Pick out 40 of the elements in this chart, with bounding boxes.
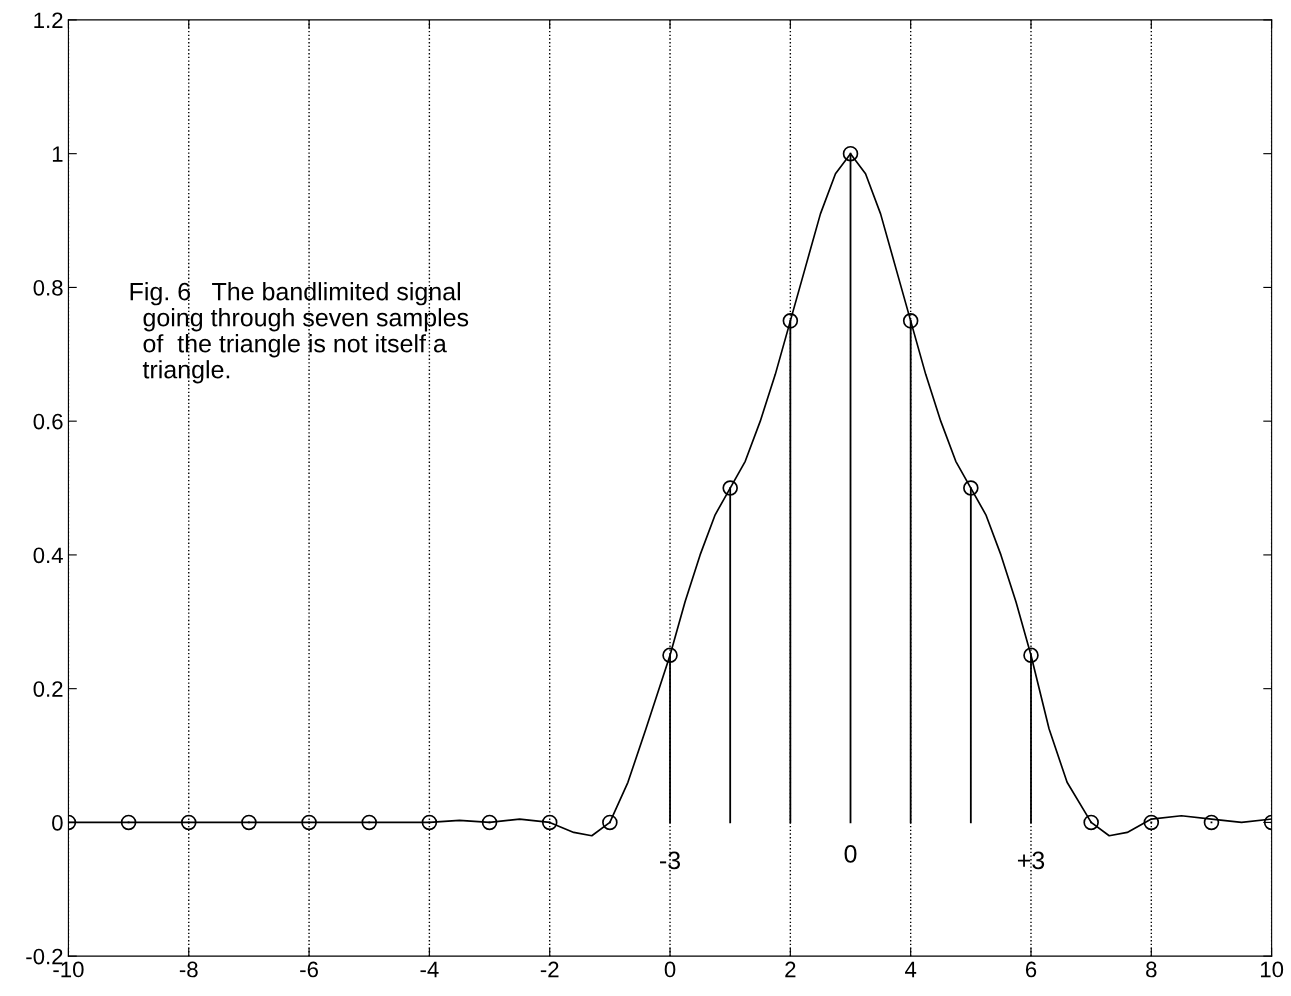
y-tick-label: 1.2: [34, 12, 63, 28]
annotation: +3: [1017, 851, 1045, 870]
point: [120, 814, 137, 831]
point: [722, 480, 738, 496]
point: [541, 814, 558, 831]
point: [361, 814, 378, 831]
point: [602, 814, 618, 831]
point: [301, 814, 317, 831]
x-tick-label: 6: [1025, 961, 1037, 978]
y-tick-label: 1: [52, 146, 63, 162]
x-tick-label: 4: [905, 961, 917, 978]
point: [481, 814, 498, 831]
point: [241, 814, 257, 831]
y-tick-label: 0: [52, 814, 63, 831]
x-tick-label: 8: [1146, 961, 1157, 978]
point: [1143, 814, 1160, 831]
annotation: -3: [660, 851, 681, 870]
point: [180, 814, 197, 831]
point: [963, 480, 979, 496]
x-tick-label: -6: [300, 961, 318, 978]
y-tick-label: 0.6: [33, 413, 63, 430]
point: [1203, 814, 1220, 831]
point: [842, 145, 859, 162]
point: [421, 814, 438, 831]
x-tick-label: -4: [420, 961, 439, 978]
x-tick-label: -2: [540, 961, 559, 978]
y-tick-label: 0.8: [33, 279, 63, 296]
annotation: Fig. 6 The bandlimited signal going through seven samples of the triangle is not itself a triangle.: [130, 282, 469, 384]
point: [662, 647, 678, 664]
x-tick-label: 2: [785, 961, 796, 978]
x-tick-label: 10: [1260, 961, 1284, 978]
point: [1083, 814, 1099, 831]
x-tick-label: 0: [664, 961, 676, 978]
point: [1023, 647, 1039, 664]
y-tick-label: 0.4: [33, 547, 63, 564]
annotation: 0: [844, 844, 857, 863]
x-tick-label: -8: [179, 961, 198, 978]
point: [782, 313, 799, 329]
point: [902, 313, 919, 329]
y-tick-label: 0.2: [33, 681, 63, 697]
